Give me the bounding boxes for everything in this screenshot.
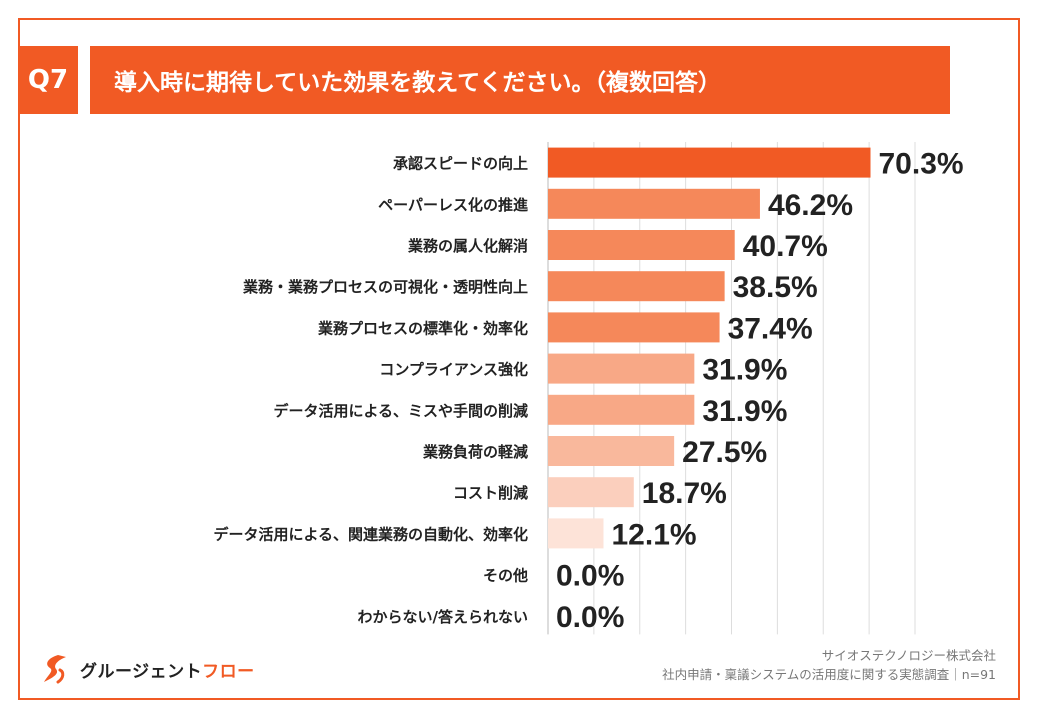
source-survey: 社内申請・稟議システムの活用度に関する実態調査｜n=91 [662, 667, 996, 682]
value-label: 27.5% [682, 436, 767, 469]
logo-text: グルージェントフロー [80, 657, 255, 682]
category-label: データ活用による、ミスや手間の削減 [273, 402, 528, 420]
source-company: サイオステクノロジー株式会社 [821, 648, 996, 663]
category-label: ペーパーレス化の推進 [378, 196, 529, 214]
bar [548, 230, 735, 260]
bar [548, 436, 675, 466]
category-label: コンプライアンス強化 [379, 361, 528, 379]
value-label: 18.7% [642, 477, 727, 510]
category-label: データ活用による、関連業務の自動化、効率化 [213, 525, 528, 543]
question-badge: Q7 [18, 46, 78, 114]
brand-logo: グルージェントフロー [38, 652, 255, 686]
source-note: サイオステクノロジー株式会社 社内申請・稟議システムの活用度に関する実態調査｜n… [662, 646, 996, 684]
value-label: 40.7% [743, 230, 828, 263]
value-label: 31.9% [702, 395, 787, 428]
bar [548, 394, 695, 425]
chart-frame [18, 18, 1020, 700]
category-label: わからない/答えられない [358, 608, 528, 626]
value-label: 38.5% [733, 271, 818, 304]
category-label: その他 [483, 567, 528, 585]
bar [548, 188, 760, 219]
value-label: 37.4% [728, 312, 813, 345]
bar [548, 147, 871, 178]
bar [548, 477, 634, 508]
chart-title: 導入時に期待していた効果を教えてください。（複数回答） [90, 46, 950, 114]
category-label: コスト削減 [453, 484, 528, 502]
logo-name-accent: フロー [202, 661, 255, 682]
category-label: 業務負荷の軽減 [422, 443, 528, 461]
logo-name-main: グルージェント [80, 661, 203, 682]
value-label: 70.3% [879, 148, 964, 181]
chart-title-text: 導入時に期待していた効果を教えてください。（複数回答） [114, 70, 721, 96]
value-label: 46.2% [768, 189, 853, 222]
category-label: 承認スピードの向上 [393, 155, 528, 173]
bar [548, 271, 725, 302]
swirl-logo-icon [44, 655, 66, 684]
bar [548, 312, 720, 343]
category-label: 業務・業務プロセスの可視化・透明性向上 [242, 278, 528, 296]
value-label: 12.1% [612, 518, 697, 551]
value-label: 0.0% [556, 601, 624, 634]
value-label: 31.9% [702, 354, 787, 387]
category-label: 業務プロセスの標準化・効率化 [317, 319, 528, 337]
value-label: 0.0% [556, 560, 624, 593]
category-label: 業務の属人化解消 [407, 237, 528, 255]
bar [548, 353, 695, 384]
bar [548, 518, 604, 549]
